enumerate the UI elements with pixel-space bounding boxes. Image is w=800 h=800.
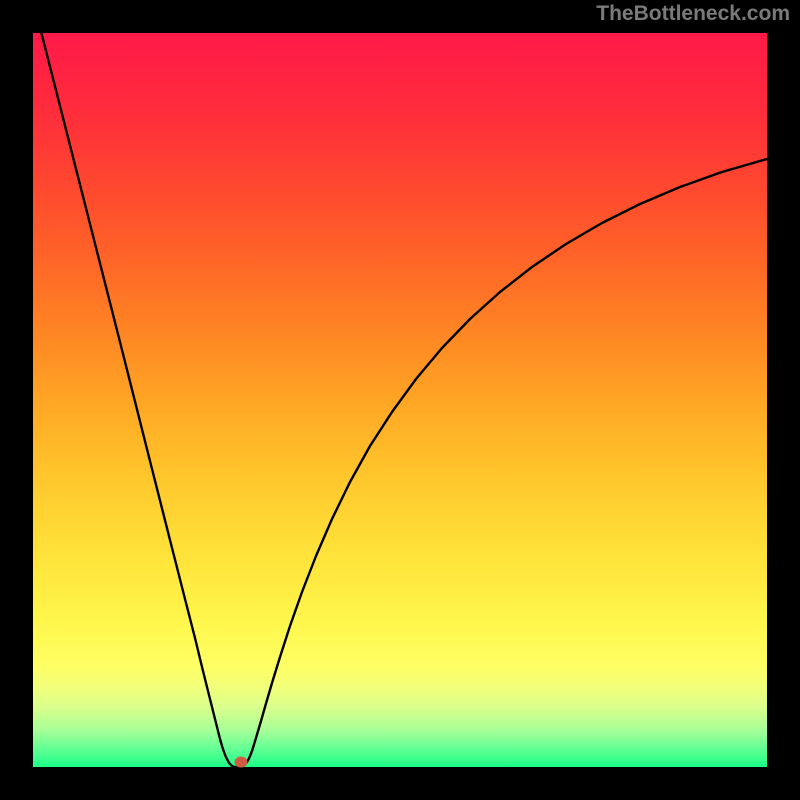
chart-svg (0, 0, 800, 800)
chart-container: TheBottleneck.com (0, 0, 800, 800)
watermark-text: TheBottleneck.com (596, 2, 790, 26)
optimum-marker (235, 757, 248, 768)
